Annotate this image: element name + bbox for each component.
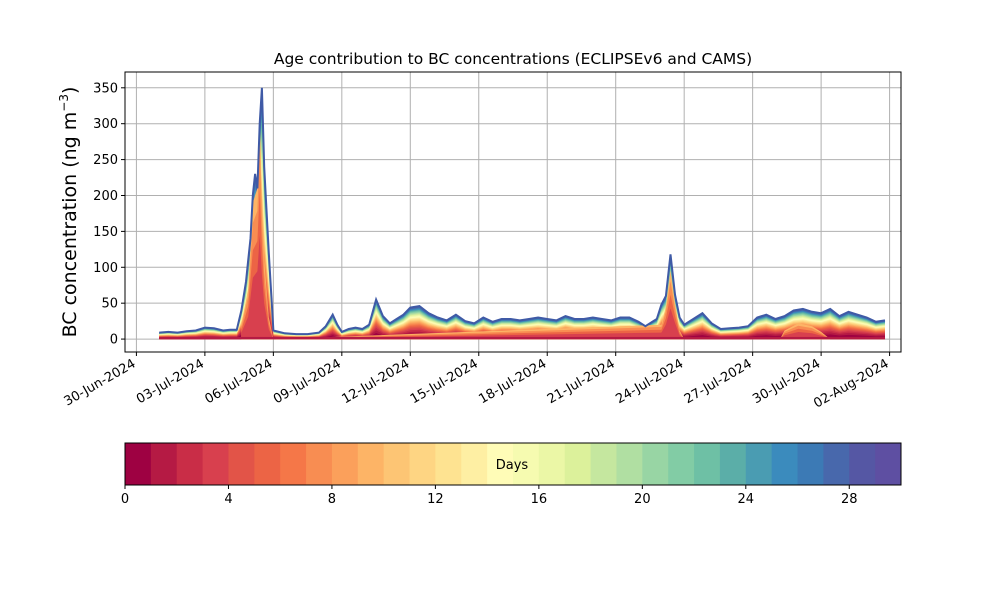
colorbar-bin	[461, 443, 488, 485]
colorbar-bin	[719, 443, 747, 485]
x-tick-label: 12-Jul-2024	[339, 356, 412, 407]
x-tick-label: 30-Jun-2024	[62, 356, 139, 409]
colorbar-bin	[357, 443, 385, 485]
colorbar-bin	[590, 443, 617, 485]
y-tick-label: 0	[110, 333, 118, 348]
colorbar-tick-label: 0	[121, 492, 129, 507]
colorbar-frame	[124, 442, 902, 486]
y-axis-label-main: BC concentration (ng m	[59, 112, 81, 338]
colorbar-bin	[409, 443, 436, 485]
y-axis-label-superscript: −3	[57, 94, 71, 112]
colorbar-bin	[125, 443, 152, 485]
y-tick-label: 250	[93, 153, 118, 168]
colorbar-bin	[823, 443, 850, 485]
colorbar-tick-label: 16	[531, 492, 548, 507]
colorbar-bin	[280, 443, 307, 485]
bottom-band	[159, 336, 886, 340]
colorbar-tick-label: 8	[328, 492, 336, 507]
colorbar-bin	[849, 443, 876, 485]
plot-frame	[124, 71, 902, 353]
y-tick-label: 350	[93, 81, 118, 96]
colorbar-bin	[306, 443, 333, 485]
colorbar-tick-label: 24	[738, 492, 755, 507]
colorbar-bin	[202, 443, 229, 485]
colorbar-bin	[616, 443, 643, 485]
stacked-age-areas	[159, 87, 886, 340]
x-tick-label: 24-Jul-2024	[613, 356, 686, 407]
colorbar-bin	[254, 443, 281, 485]
chart-title: Age contribution to BC concentrations (E…	[274, 50, 752, 68]
colorbar-label: Days	[496, 458, 529, 473]
x-tick-label: 15-Jul-2024	[408, 356, 481, 407]
young-component-area	[241, 143, 831, 340]
x-tick-label: 21-Jul-2024	[545, 356, 618, 407]
colorbar-bin	[642, 443, 669, 485]
colorbar-bin	[771, 443, 799, 485]
colorbar-tick-label: 20	[634, 492, 651, 507]
y-tick-label: 100	[93, 261, 118, 276]
colorbar-bin	[875, 443, 902, 485]
colorbar-bin	[538, 443, 566, 485]
y-axis-label: BC concentration (ng m−3)	[57, 87, 81, 338]
x-tick-label: 27-Jul-2024	[682, 356, 755, 407]
colorbar-bin	[668, 443, 695, 485]
colorbar-bin	[228, 443, 255, 485]
colorbar-tick-label: 4	[224, 492, 232, 507]
colorbar-ticks: 0 4 8 12 16 20 24 28	[121, 485, 858, 507]
colorbar-bin	[513, 443, 540, 485]
grid-lines	[125, 72, 901, 352]
x-tick-label: 03-Jul-2024	[134, 356, 207, 407]
young-component-area	[241, 109, 831, 340]
x-tick-label: 06-Jul-2024	[203, 356, 276, 407]
y-tick-label: 50	[101, 297, 118, 312]
total-outline-line	[159, 87, 886, 336]
y-tick-label: 150	[93, 225, 118, 240]
y-axis: 0 50 100 150 200 250 300 350	[93, 81, 125, 348]
young-component-area	[241, 189, 831, 340]
x-tick-label: 09-Jul-2024	[271, 356, 344, 407]
x-axis: 30-Jun-202403-Jul-202406-Jul-202409-Jul-…	[62, 352, 892, 412]
colorbar-tick-label: 28	[841, 492, 858, 507]
colorbar-bin	[797, 443, 824, 485]
colorbar	[125, 443, 902, 485]
y-axis-label-close: )	[59, 87, 81, 94]
colorbar-tick-label: 12	[427, 492, 444, 507]
colorbar-bin	[694, 443, 721, 485]
colorbar-bin	[564, 443, 592, 485]
y-tick-label: 300	[93, 117, 118, 132]
colorbar-bin	[331, 443, 359, 485]
colorbar-bin	[150, 443, 178, 485]
colorbar-bin	[383, 443, 411, 485]
y-tick-label: 200	[93, 189, 118, 204]
colorbar-bin	[435, 443, 462, 485]
x-tick-label: 18-Jul-2024	[476, 356, 549, 407]
x-tick-label: 02-Aug-2024	[811, 356, 891, 411]
colorbar-bin	[745, 443, 773, 485]
colorbar-bin	[487, 443, 514, 485]
colorbar-bin	[176, 443, 204, 485]
